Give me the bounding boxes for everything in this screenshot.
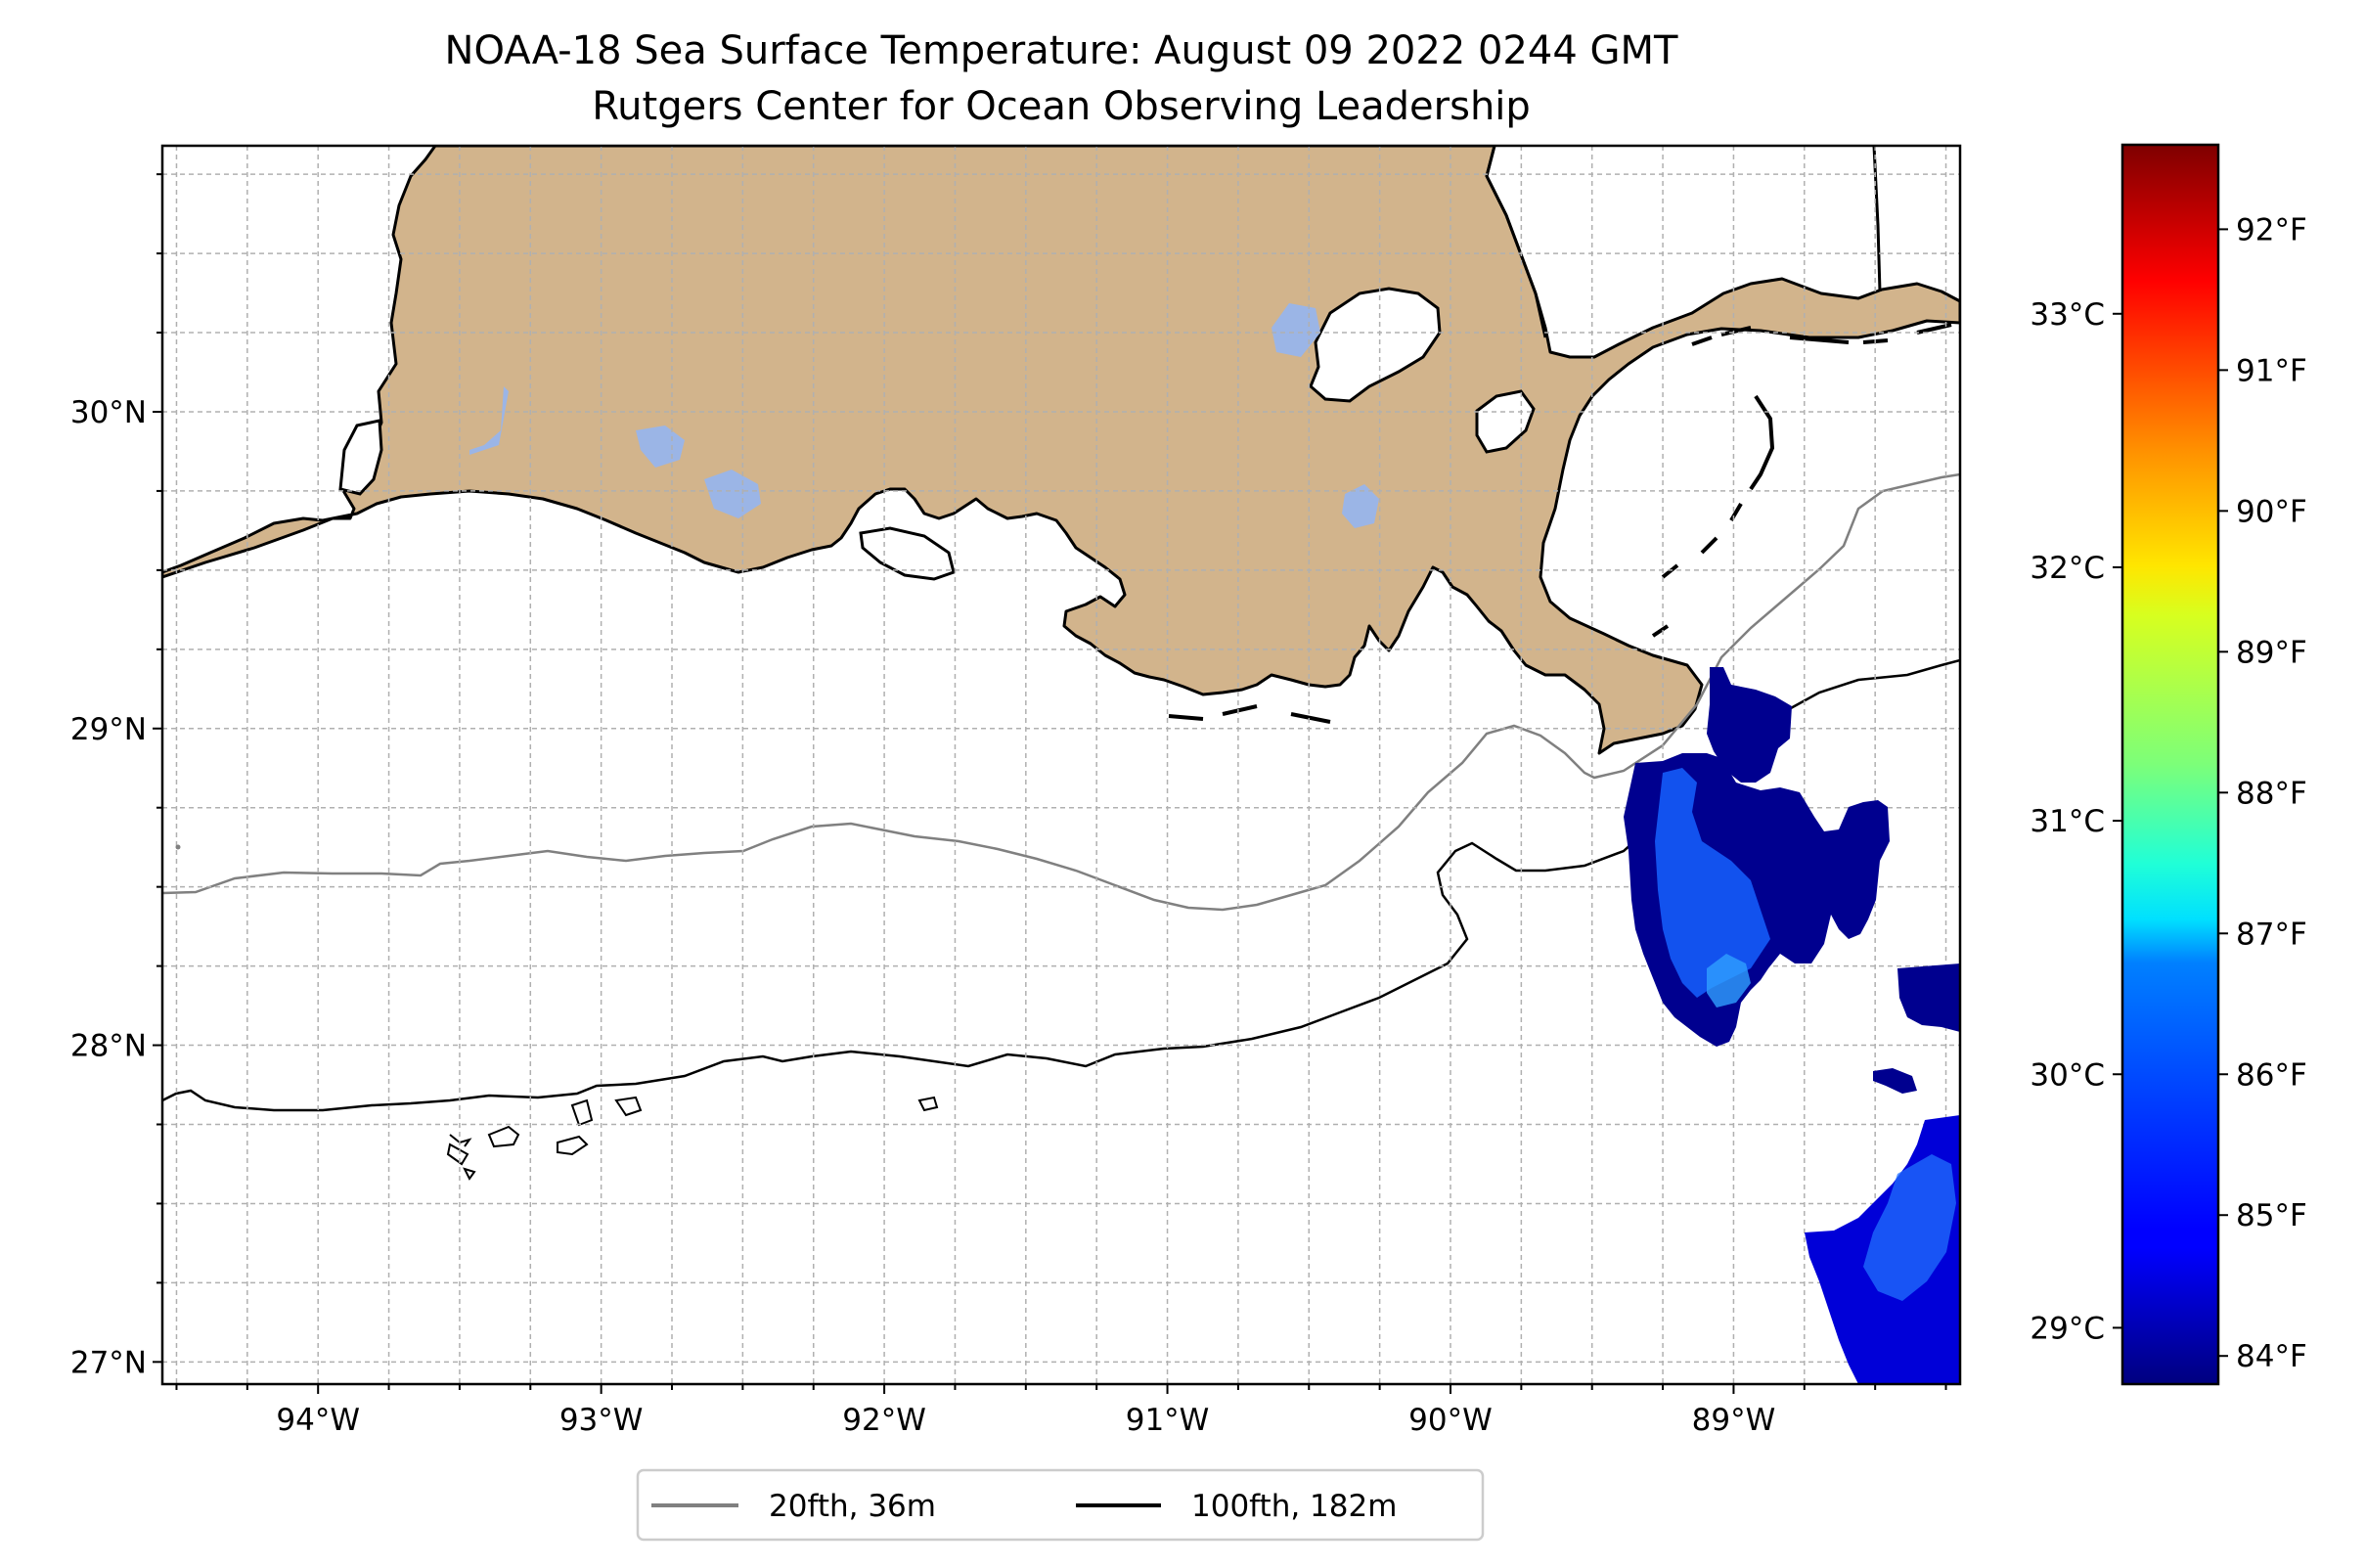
white-lake bbox=[704, 470, 761, 518]
colorbar-fahrenheit-label: 91°F bbox=[2236, 353, 2307, 388]
colorbar-fahrenheit-label: 89°F bbox=[2236, 635, 2307, 670]
sst-swath-central-cyan bbox=[1707, 954, 1751, 1008]
lat-tick-label: 30°N bbox=[70, 395, 147, 430]
colorbar-fahrenheit-label: 90°F bbox=[2236, 494, 2307, 529]
lon-tick-label: 91°W bbox=[1126, 1403, 1210, 1438]
colorbar-fahrenheit-label: 84°F bbox=[2236, 1339, 2307, 1374]
sst-swath-central-warm bbox=[1655, 768, 1770, 998]
map-panel bbox=[162, 146, 1960, 1384]
sst-swath-southeast-warm bbox=[1863, 1154, 1956, 1301]
lake-maurepas bbox=[1475, 389, 1536, 454]
lon-tick-label: 94°W bbox=[276, 1403, 360, 1438]
land-louisiana bbox=[162, 146, 1960, 755]
colorbar-celsius-axis: 29°C 30°C 31°C 32°C 33°C bbox=[2030, 297, 2122, 1346]
chart-title: NOAA-18 Sea Surface Temperature: August … bbox=[445, 28, 1678, 73]
calcasieu-lake bbox=[338, 419, 383, 496]
lat-tick-label: 27°N bbox=[70, 1345, 147, 1380]
lon-tick-label: 93°W bbox=[559, 1403, 644, 1438]
chart-subtitle: Rutgers Center for Ocean Observing Leade… bbox=[592, 84, 1531, 129]
sst-data bbox=[1624, 667, 1960, 1384]
colorbar: 29°C 30°C 31°C 32°C 33°C 84°F 85°F 86°F 87°F 88°… bbox=[2030, 143, 2307, 1386]
colorbar-celsius-label: 30°C bbox=[2030, 1057, 2105, 1093]
colorbar-fahrenheit-label: 87°F bbox=[2236, 917, 2307, 952]
colorbar-fahrenheit-label: 92°F bbox=[2236, 212, 2307, 247]
sst-patch-small bbox=[1873, 1068, 1917, 1094]
legend: 20fth, 36m 100fth, 182m bbox=[636, 1468, 1485, 1542]
lon-tick-label: 92°W bbox=[842, 1403, 926, 1438]
state-boundary-ms bbox=[1485, 146, 1547, 338]
latitude-axis: 27°N 28°N 29°N 30°N bbox=[70, 173, 162, 1380]
gridlines bbox=[162, 146, 1960, 1384]
colorbar-celsius-label: 33°C bbox=[2030, 297, 2105, 333]
lake-pontchartrain bbox=[1309, 287, 1442, 403]
map-frame bbox=[160, 144, 1962, 1386]
colorbar-celsius-label: 29°C bbox=[2030, 1311, 2105, 1346]
colorbar-celsius-label: 32°C bbox=[2030, 551, 2105, 586]
colorbar-frame bbox=[2120, 143, 2220, 1386]
longitude-axis: 94°W 93°W 92°W 91°W 90°W 89°W bbox=[175, 1384, 1947, 1438]
lake-salvador bbox=[1342, 484, 1379, 528]
lon-tick-label: 90°W bbox=[1408, 1403, 1493, 1438]
colorbar-fahrenheit-axis: 84°F 85°F 86°F 87°F 88°F 89°F 90°F 91°F 92°F bbox=[2218, 212, 2307, 1374]
colorbar-celsius-label: 31°C bbox=[2030, 804, 2105, 839]
colorbar-fahrenheit-label: 88°F bbox=[2236, 776, 2307, 811]
legend-box bbox=[636, 1468, 1485, 1542]
sst-patch-east bbox=[1897, 963, 1960, 1032]
isobath-100fth-banks bbox=[446, 1096, 939, 1181]
legend-label-100fth: 100fth, 182m bbox=[1191, 1489, 1397, 1524]
vermilion-bay bbox=[859, 526, 956, 581]
lake-verret bbox=[1272, 303, 1320, 357]
colorbar-fahrenheit-label: 85°F bbox=[2236, 1198, 2307, 1233]
isobath-20fth-dot bbox=[175, 844, 181, 850]
legend-label-20fth: 20fth, 36m bbox=[769, 1489, 936, 1524]
isobath-20fth bbox=[162, 472, 1960, 912]
lon-tick-label: 89°W bbox=[1692, 1403, 1776, 1438]
lat-tick-label: 29°N bbox=[70, 712, 147, 747]
colorbar-fahrenheit-label: 86°F bbox=[2236, 1057, 2307, 1093]
sst-swath-delta bbox=[1707, 667, 1792, 783]
lat-tick-label: 28°N bbox=[70, 1029, 147, 1064]
colorbar-gradient bbox=[2122, 145, 2218, 1384]
lake-charles-region-lake bbox=[469, 386, 509, 455]
